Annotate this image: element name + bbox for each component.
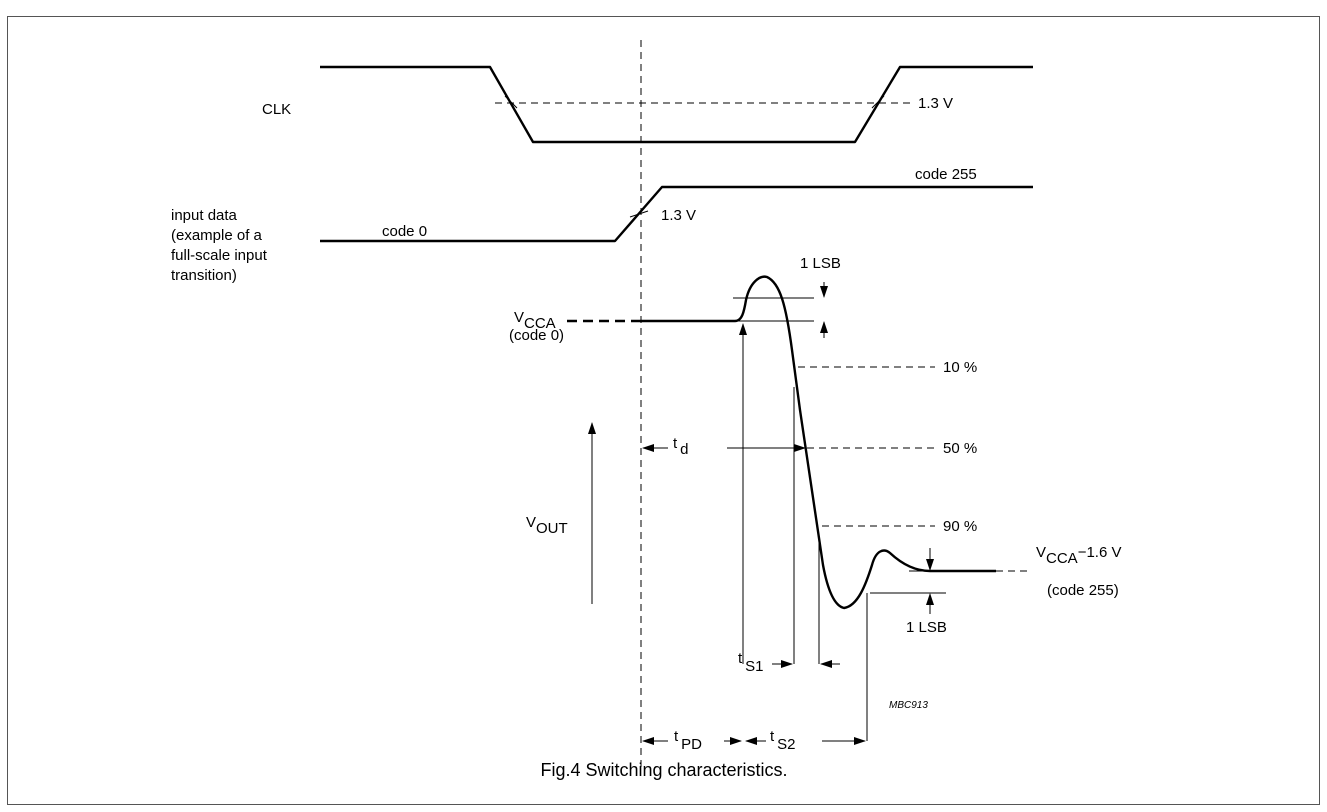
lsb-bottom-label: 1 LSB (906, 619, 947, 636)
clk-threshold-label: 1.3 V (918, 95, 953, 112)
figure-frame (7, 16, 1320, 805)
clk-label: CLK (262, 101, 291, 118)
vcca-final-label: VCCA−1.6 V (1036, 544, 1121, 567)
level-50-label: 50 % (943, 440, 977, 457)
vout-waveform (641, 275, 996, 610)
ts2-label: t S2 (770, 728, 796, 753)
clk-crossing-tick-left (504, 95, 518, 109)
figure-caption: Fig.4 Switching characteristics. (540, 760, 787, 780)
input-label-line-4: transition) (171, 267, 237, 284)
input-threshold-label: 1.3 V (661, 207, 696, 224)
input-label-line-1: input data (171, 207, 238, 224)
code255-label: code 255 (915, 166, 977, 183)
clk-waveform (320, 65, 1033, 144)
vout-label: VOUT (526, 514, 568, 537)
clk-crossing-tick-right (871, 95, 885, 109)
tpd-label: t PD (674, 728, 702, 753)
input-crossing-tick (629, 210, 649, 218)
code0-label: code 0 (382, 223, 427, 240)
ts1-label: t S1 (738, 650, 764, 675)
lsb-top-label: 1 LSB (800, 255, 841, 272)
level-90-label: 90 % (943, 518, 977, 535)
level-10-label: 10 % (943, 359, 977, 376)
input-label-line-2: (example of a (171, 227, 263, 244)
vcca-final-code-label: (code 255) (1047, 582, 1119, 599)
vcca-label: VCCA (514, 309, 556, 332)
figure-code: MBC913 (889, 700, 928, 711)
input-label-line-3: full-scale input (171, 247, 268, 264)
vcca-code-label: (code 0) (509, 327, 564, 344)
